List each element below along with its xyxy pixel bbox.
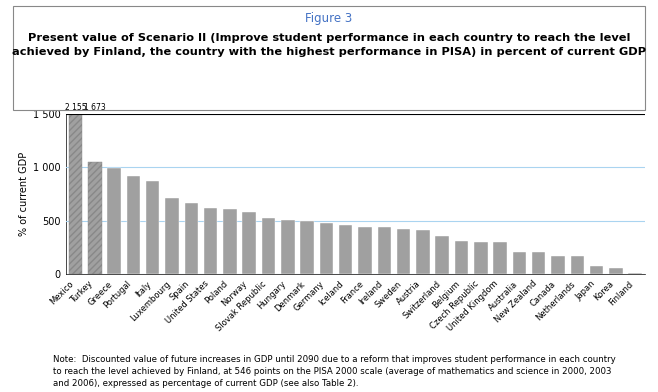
Bar [146,181,159,274]
Bar [88,162,101,274]
Text: Note:  Discounted value of future increases in GDP until 2090 due to a reform th: Note: Discounted value of future increas… [53,356,615,388]
Text: Figure 3: Figure 3 [305,12,353,25]
Bar [628,273,642,274]
Text: Present value of Scenario II (Improve student performance in each country to rea: Present value of Scenario II (Improve st… [12,33,646,56]
Bar [397,229,411,274]
Bar [570,256,584,274]
Bar [513,252,526,274]
Bar [609,268,622,274]
Bar [204,208,217,274]
Bar [358,227,372,274]
Bar [590,267,603,274]
Bar [107,168,121,274]
Y-axis label: % of current GDP: % of current GDP [19,152,29,236]
Bar [223,209,237,274]
Bar [455,241,468,274]
Bar [320,223,333,274]
Bar [126,176,140,274]
Bar [551,256,565,274]
Bar [242,212,256,274]
Bar [68,114,82,274]
Bar [339,225,353,274]
Bar [494,242,507,274]
Bar [281,220,295,274]
Bar [436,236,449,274]
Bar [474,242,488,274]
Text: 1 673: 1 673 [84,103,106,112]
Bar [184,203,198,274]
Bar [416,230,430,274]
Bar [262,218,275,274]
Bar [532,252,545,274]
Text: 2 155: 2 155 [64,103,86,112]
Bar [165,198,179,274]
Bar [300,221,314,274]
Bar [378,227,391,274]
